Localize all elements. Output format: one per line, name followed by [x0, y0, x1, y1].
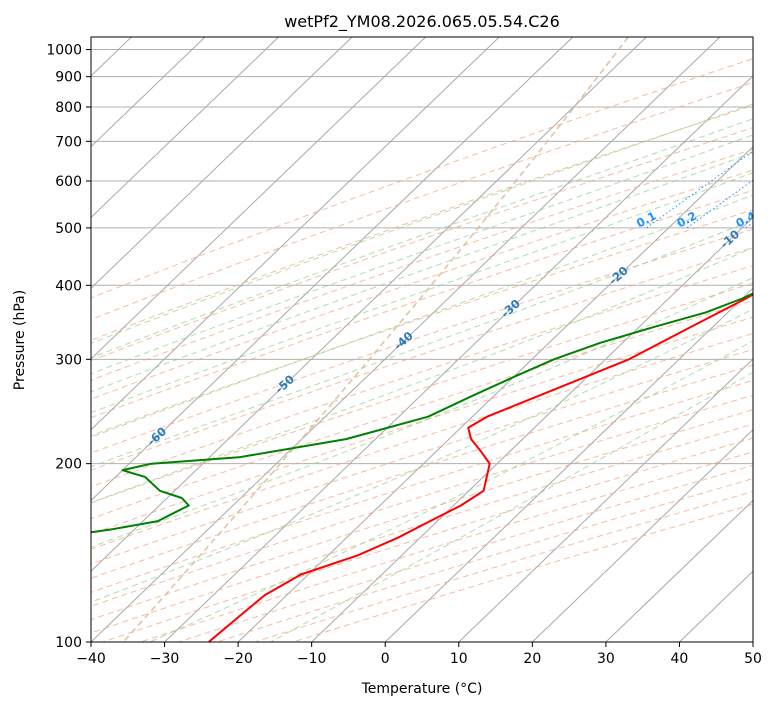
- dry-adiabat-line: [0, 37, 775, 642]
- x-tick-label: −30: [150, 651, 180, 667]
- dry-adiabat-line: [103, 37, 775, 642]
- isotherm-line: [679, 37, 775, 642]
- chart-title: wetPf2_YM08.2026.065.05.54.C26: [284, 12, 560, 32]
- dry-adiabat-line: [0, 37, 775, 642]
- moist-adiabat-line: [0, 37, 775, 642]
- x-tick-label: 20: [523, 651, 541, 667]
- dry-adiabat-line: [0, 37, 775, 642]
- mixing-ratio-label: 0.1: [634, 208, 659, 230]
- moist-adiabat-line: [0, 37, 775, 642]
- isotherm-line: [753, 37, 775, 642]
- y-tick-label: 500: [55, 221, 82, 237]
- y-tick-label: 1000: [46, 43, 82, 59]
- moist-adiabat-line: [0, 37, 775, 642]
- dry-adiabat-line: [0, 37, 775, 642]
- moist-adiabat-line: [0, 37, 775, 642]
- dry-adiabat-line: [0, 37, 775, 642]
- mixing-ratio-label: 0.4: [733, 208, 758, 230]
- dry-adiabat-line: [0, 37, 775, 642]
- x-tick-label: 50: [744, 651, 762, 667]
- isotherm-line: [606, 37, 775, 642]
- moist-adiabat-line: [0, 37, 775, 642]
- y-tick-label: 400: [55, 278, 82, 294]
- isotherm-line: [0, 37, 58, 642]
- moist-adiabat-line: [0, 37, 775, 642]
- y-tick-label: 300: [55, 352, 82, 368]
- dry-adiabat-line: [0, 37, 775, 642]
- mixing-ratio-label: 0.2: [674, 208, 699, 230]
- dry-adiabat-line: [0, 37, 775, 642]
- y-tick-label: 600: [55, 174, 82, 190]
- y-tick-label: 200: [55, 457, 82, 473]
- iso-label-layer: -100-90-80-70-60-50-40-30-20-100.10.20.4…: [0, 71, 775, 631]
- dry-adiabat-line: [0, 37, 775, 642]
- dry-adiabat-line: [0, 37, 775, 642]
- x-tick-label: 40: [671, 651, 689, 667]
- x-tick-label: −20: [223, 651, 253, 667]
- y-tick-label: 800: [55, 100, 82, 116]
- x-tick-label: −10: [297, 651, 327, 667]
- isotherm-line: [312, 37, 775, 642]
- mixing-ratio-label: 0.6: [766, 208, 775, 230]
- y-tick-label: 700: [55, 134, 82, 150]
- dry-adiabat-line: [0, 37, 775, 642]
- x-tick-label: −40: [76, 651, 106, 667]
- moist-adiabat-line: [150, 37, 775, 642]
- x-tick-label: 10: [450, 651, 468, 667]
- y-axis-label: Pressure (hPa): [12, 290, 28, 390]
- dry-adiabat-line: [0, 37, 775, 642]
- dry-adiabat-line: [0, 37, 775, 642]
- dry-adiabat-line: [0, 37, 775, 642]
- isotherm-line: [0, 37, 573, 642]
- isotherm-line: [0, 37, 205, 642]
- isotherm-line: [0, 37, 499, 642]
- x-axis-label: Temperature (°C): [361, 681, 483, 697]
- axis-layer: −40 −30 −20 −10 0 10 20 30 40 50 1000 900 800 700 600 5…: [46, 43, 762, 667]
- mixing-ratio-line: [746, 37, 775, 228]
- isotherm-label: -70: [18, 475, 43, 499]
- moist-adiabat-line: [0, 37, 775, 642]
- dry-adiabat-line: [0, 37, 775, 642]
- dry-adiabat-line: [0, 37, 775, 642]
- mixing-ratio-line: [647, 37, 775, 228]
- dry-adiabat-line: [0, 37, 775, 642]
- isotherm-line: [385, 37, 775, 642]
- dry-adiabat-line: [0, 37, 775, 642]
- y-tick-label: 900: [55, 70, 82, 86]
- isotherm-line: [532, 37, 775, 642]
- y-tick-label: 100: [55, 635, 82, 651]
- moist-adiabat-line: [0, 37, 775, 642]
- moist-adiabat-line: [0, 37, 775, 642]
- grid-layer: [0, 37, 775, 642]
- dry-adiabat-line: [0, 37, 775, 642]
- x-tick-label: 30: [597, 651, 615, 667]
- x-tick-label: 0: [381, 651, 390, 667]
- isotherm-line: [0, 37, 352, 642]
- dry-adiabat-line: [141, 37, 775, 642]
- moist-adiabat-line: [0, 37, 775, 642]
